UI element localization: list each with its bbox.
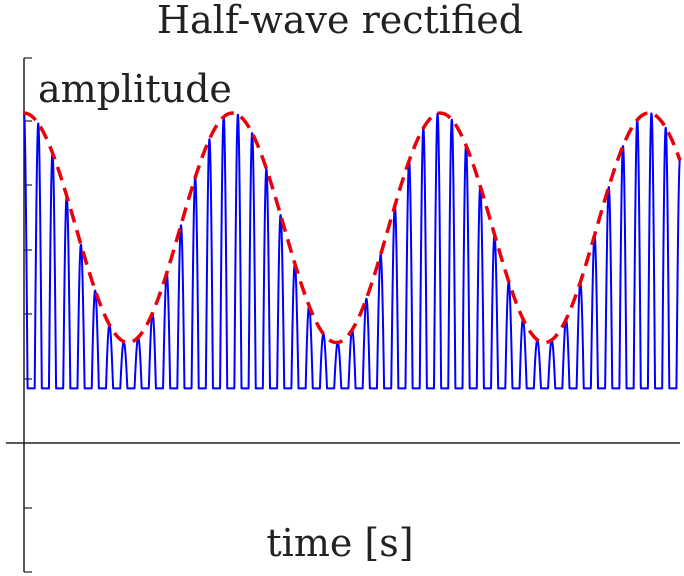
- y-axis-label: amplitude: [38, 67, 232, 111]
- chart-title: Half-wave rectified: [157, 0, 523, 42]
- x-axis-label: time [s]: [266, 521, 413, 565]
- signal-series-line: [23, 112, 681, 390]
- series-layer: [23, 111, 682, 390]
- envelope-series-line: [23, 111, 682, 345]
